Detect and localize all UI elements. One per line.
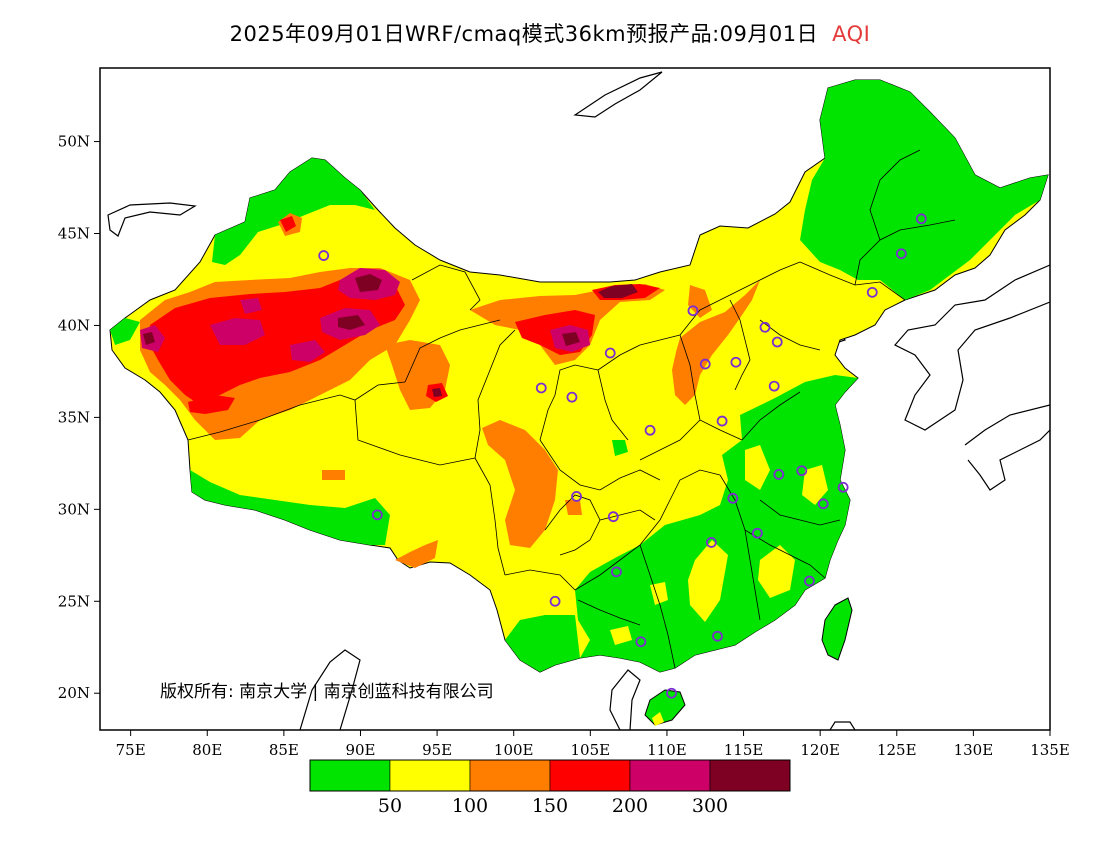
lat-tick-label: 50N: [58, 133, 90, 151]
station-marker: [607, 511, 619, 523]
station-marker: [318, 250, 330, 261]
station-marker: [666, 687, 677, 699]
station-marker: [866, 286, 878, 298]
station-marker: [535, 382, 547, 394]
legend-bin-red: [549, 759, 631, 792]
lon-tick-label: 105E: [571, 741, 611, 759]
aqi-green-areas: [110, 80, 1048, 672]
lon-tick-label: 90E: [345, 741, 375, 759]
station-marker: [604, 347, 616, 359]
lon-tick-label: 130E: [954, 741, 994, 759]
lat-tick-label: 35N: [58, 408, 90, 426]
legend-bin-orange: [469, 759, 551, 792]
station-marker: [804, 575, 815, 587]
station-marker: [716, 415, 728, 427]
lon-tick-label: 75E: [116, 741, 146, 759]
lat-tick-label: 30N: [58, 500, 90, 518]
station-marker: [773, 468, 785, 480]
legend-label: 150: [532, 795, 568, 817]
legend-bin-purple: [629, 759, 711, 792]
title-text: 2025年09月01日WRF/cmaq模式36km预报产品:09月01日: [229, 22, 819, 46]
lon-axis: 75E 80E 85E 90E 95E 100E 105E 110E 115E 120E 125E 1…: [116, 730, 1070, 759]
station-marker: [549, 595, 561, 607]
lat-tick-label: 25N: [58, 592, 90, 610]
lat-tick-label: 40N: [58, 316, 90, 334]
station-marker: [699, 358, 711, 370]
lon-tick-label: 115E: [724, 741, 764, 759]
station-marker: [644, 424, 656, 436]
station-marker: [566, 391, 578, 403]
copyright-text: 版权所有: 南京大学 | 南京创蓝科技有限公司: [160, 682, 494, 702]
station-marker: [610, 566, 622, 578]
legend-bin-green: [309, 759, 391, 792]
legend-bin-yellow: [389, 759, 471, 792]
station-marker: [759, 321, 771, 333]
legend-label: 50: [378, 795, 402, 817]
station-marker: [751, 527, 763, 539]
station-marker: [727, 492, 739, 504]
lon-tick-label: 135E: [1030, 741, 1070, 759]
map-title: 2025年09月01日WRF/cmaq模式36km预报产品:09月01日 AQI: [0, 18, 1100, 48]
lon-tick-label: 85E: [269, 741, 299, 759]
lon-tick-label: 125E: [877, 741, 917, 759]
station-marker: [817, 498, 829, 510]
station-marker: [796, 465, 808, 477]
legend-label: 200: [612, 795, 648, 817]
lon-tick-label: 95E: [422, 741, 452, 759]
aqi-maroon-areas: [143, 274, 638, 397]
map-field: [107, 71, 1050, 730]
station-markers: [318, 213, 927, 699]
lat-tick-label: 20N: [58, 684, 90, 702]
station-marker: [730, 356, 742, 368]
map-frame: [99, 67, 1051, 731]
station-marker: [571, 491, 582, 502]
station-marker: [895, 248, 907, 260]
station-marker: [837, 481, 849, 493]
legend-border: [309, 759, 791, 792]
aqi-region-hainan: [644, 689, 686, 726]
aqi-spot-hainan-yellow: [652, 712, 664, 726]
legend-label: 300: [692, 795, 728, 817]
station-marker: [771, 336, 783, 348]
station-marker: [712, 630, 723, 642]
station-marker: [768, 380, 780, 392]
lat-axis: 20N 25N 30N 35N 40N 45N 50N: [58, 133, 100, 702]
legend-label: 100: [452, 795, 488, 817]
lon-tick-label: 110E: [647, 741, 687, 759]
station-marker: [635, 636, 647, 648]
aqi-region-taiwan: [821, 597, 853, 661]
station-marker: [371, 509, 383, 521]
aqi-yellow-islands: [610, 445, 828, 645]
station-marker: [915, 213, 927, 225]
lon-tick-label: 80E: [192, 741, 222, 759]
title-variable: AQI: [832, 22, 871, 46]
aqi-legend: 50 100 150 200 300: [309, 759, 791, 817]
lon-tick-label: 100E: [494, 741, 534, 759]
station-marker: [687, 305, 699, 317]
province-boundaries: [187, 149, 956, 669]
legend-bin-maroon: [709, 759, 791, 792]
lat-tick-label: 45N: [58, 225, 90, 243]
station-marker: [705, 537, 717, 548]
lon-tick-label: 120E: [800, 741, 840, 759]
